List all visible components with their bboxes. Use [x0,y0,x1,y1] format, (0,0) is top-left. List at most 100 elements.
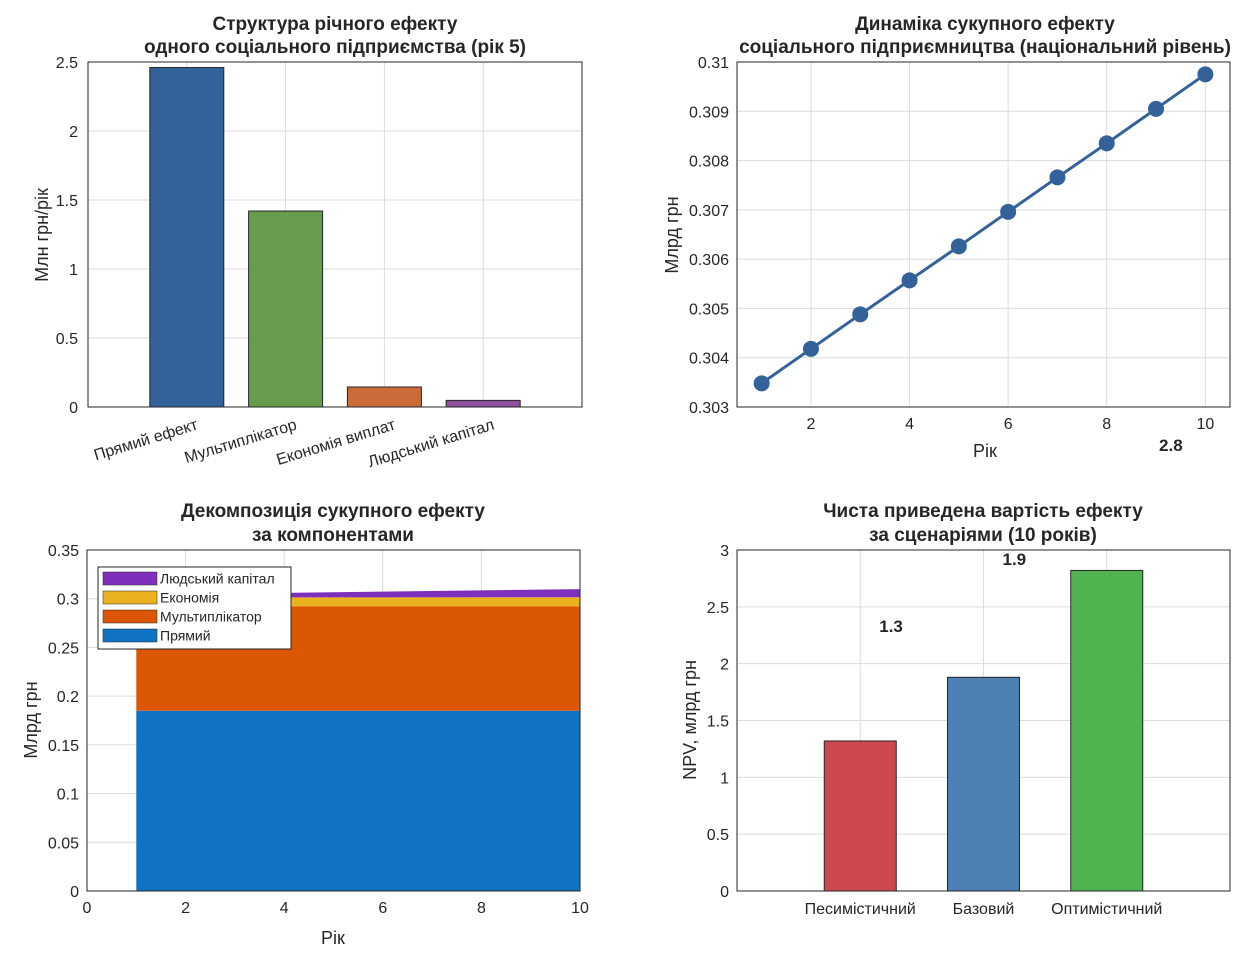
y-tick-label: 0.306 [689,252,729,269]
y-tick-label: 0.35 [48,543,79,560]
y-axis-label: Млрд грн [662,196,682,273]
x-tick-label: 6 [1004,416,1013,433]
x-tick-label: 2 [806,416,815,433]
legend: Людський капітал Економія Мультиплікатор Пр… [97,566,292,650]
legend-label: Людський капітал [160,571,275,587]
x-tick-label: Песимістичний [805,901,916,918]
x-tick-label: 4 [905,416,914,433]
y-tick-label: 0.305 [689,301,729,318]
bar [346,386,422,408]
x-tick-label: 10 [571,900,589,917]
legend-swatch [102,590,158,605]
plot-area [737,62,1230,407]
data-point [1098,135,1115,152]
chart-title-line-2: за компонентами [252,525,414,546]
y-tick-label: 0 [69,400,78,417]
y-tick-label: 0.307 [689,203,729,220]
y-tick-label: 0.2 [57,689,79,706]
chart-title-line-1: Чиста приведена вартість ефекту [823,501,1143,522]
legend-label: Прямий [160,628,211,644]
data-point [901,272,918,289]
tick-labels: 0 0.05 0.1 0.15 0.2 0.25 0.3 0.35 0 2 4 6 8 10 [48,543,589,917]
y-tick-label: 1.5 [56,193,78,210]
chart-title-line-1: Динаміка сукупного ефекту [855,14,1115,35]
bars [149,67,521,408]
y-tick-label: 1.5 [707,714,729,731]
bar [248,210,324,408]
y-axis-label: NPV, млрд грн [680,660,700,780]
data-point [753,375,770,392]
panel-annual-effect-structure: Структура річного ефекту одного соціальн… [32,14,583,471]
y-tick-label: 1 [720,770,729,787]
data-label: 1.3 [879,617,903,636]
data-point [950,238,967,255]
y-tick-label: 2.5 [56,55,78,72]
series-line [760,73,1207,385]
y-tick-label: 1 [69,262,78,279]
line-series: 2.8 [753,66,1214,455]
data-label: 1.9 [1002,550,1026,569]
chart-title-line-2: одного соціального підприємства (рік 5) [144,37,526,58]
tick-labels: 0.303 0.304 0.305 0.306 0.307 0.308 0.309 0.31 2… [689,55,1214,433]
y-tick-label: 2 [69,124,78,141]
bar [1070,569,1144,892]
panel-npv-by-scenario: Чиста приведена вартість ефекту за сцена… [680,501,1231,918]
data-point [802,340,819,357]
area-Прямий [136,710,581,891]
data-point [852,306,869,323]
data-point [1000,203,1017,220]
legend-swatch [102,628,158,643]
y-axis-label: Млрд грн [21,681,41,758]
x-tick-label: 0 [83,900,92,917]
y-tick-label: 0.05 [48,835,79,852]
chart-title-line-2: за сценаріями (10 років) [869,525,1097,546]
y-tick-label: 0.25 [48,640,79,657]
x-tick-label: 2 [181,900,190,917]
x-tick-label: Базовий [953,901,1015,918]
axes-frame [86,549,581,892]
chart-title-line-1: Декомпозиція сукупного ефекту [181,501,485,522]
bar [823,740,897,892]
y-tick-label: 0.3 [57,592,79,609]
x-tick-label: 10 [1196,416,1214,433]
y-tick-label: 2 [720,657,729,674]
tick-labels: 0 0.5 1 1.5 2 2.5 3 Песимістичний Базовий Оптиміс… [707,543,1163,918]
data-point [1148,100,1165,117]
bar [947,676,1020,892]
axes-frame [736,549,1231,892]
data-label: 2.8 [1159,436,1183,455]
x-axis-label: Рік [321,928,345,948]
x-tick-label: 4 [280,900,289,917]
x-tick-label: 8 [1102,416,1111,433]
x-tick-label: 6 [378,900,387,917]
x-tick-label: Оптимістичний [1051,901,1162,918]
legend-swatch [102,571,158,586]
legend-label: Економія [160,590,219,606]
y-tick-label: 0.1 [57,787,79,804]
y-tick-label: 0.309 [689,104,729,121]
y-tick-label: 0 [70,884,79,901]
axes-frame [87,61,583,408]
legend-label: Мультиплікатор [160,609,262,625]
y-axis-label: Млн грн/рік [32,188,52,282]
axes-frame [736,61,1231,408]
y-tick-label: 3 [720,543,729,560]
bar [149,67,225,408]
y-tick-label: 0.31 [698,55,729,72]
chart-title-line-2: соціального підприємництва (національний… [739,37,1231,58]
x-axis-label: Рік [973,441,997,461]
data-point [1197,66,1214,83]
panel-cumulative-effect-dynamics: Динаміка сукупного ефекту соціального пі… [662,14,1231,461]
legend-swatch [102,609,158,624]
bar [445,399,521,408]
chart-title-line-1: Структура річного ефекту [213,14,458,35]
y-tick-label: 0.303 [689,400,729,417]
bars: 1.3 1.9 [823,550,1144,892]
y-tick-label: 0 [720,884,729,901]
y-tick-label: 0.15 [48,738,79,755]
legend-items: Людський капітал Економія Мультиплікатор Пр… [102,571,275,644]
y-tick-label: 0.304 [689,351,729,368]
y-tick-label: 0.308 [689,154,729,171]
y-tick-label: 0.5 [707,827,729,844]
